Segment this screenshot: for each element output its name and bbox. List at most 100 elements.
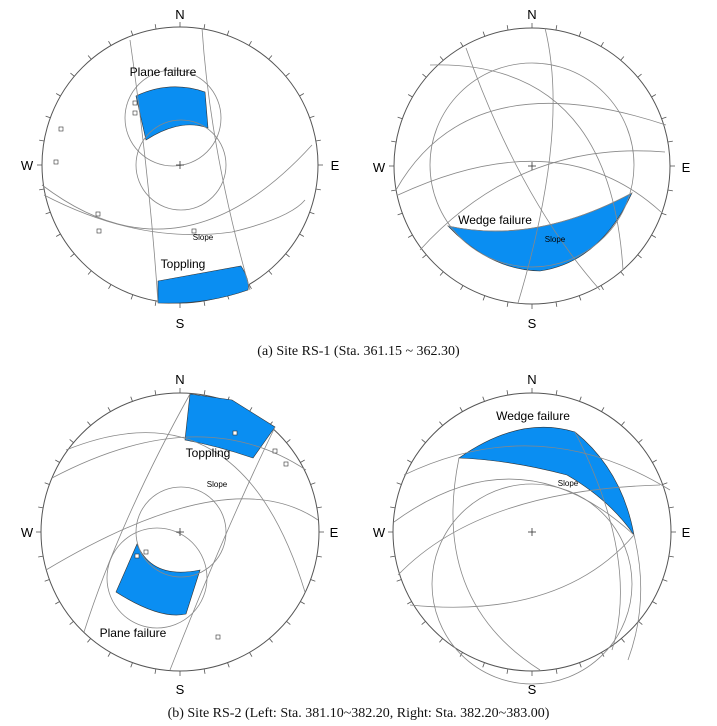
tick-mark <box>130 30 134 36</box>
tick-mark <box>69 439 74 443</box>
tick-mark <box>285 253 290 258</box>
tick-mark <box>248 284 252 290</box>
pole-markers <box>53 100 197 234</box>
great-circle <box>403 445 671 491</box>
wedge-failure-zone <box>458 426 635 536</box>
tick-mark <box>578 295 582 301</box>
tick-mark <box>637 254 642 259</box>
tick-mark <box>439 421 443 426</box>
tick-mark <box>44 482 50 485</box>
daylight-envelope <box>124 69 222 167</box>
compass-e: E <box>331 158 340 173</box>
tick-mark <box>154 300 157 306</box>
tick-mark <box>310 482 316 485</box>
tick-mark <box>203 24 206 30</box>
great-circles <box>395 27 667 304</box>
great-circle <box>51 436 307 479</box>
center-cross <box>176 161 184 169</box>
tick-mark <box>555 25 558 31</box>
tick-mark <box>108 284 112 290</box>
tick-mark <box>286 621 291 625</box>
center-cross <box>528 162 536 170</box>
slope-label: Slope <box>193 233 214 242</box>
wedge-failure-label: Wedge failure <box>496 409 570 423</box>
great-circle <box>452 457 541 671</box>
compass-w: W <box>21 158 34 173</box>
tick-mark <box>55 459 60 463</box>
tick-mark <box>248 40 252 46</box>
toppling-zone <box>157 265 249 304</box>
tick-mark <box>316 555 322 558</box>
tick-mark <box>482 662 485 668</box>
friction-circle <box>135 486 227 578</box>
tick-mark <box>300 459 305 463</box>
tick-mark <box>299 233 305 237</box>
tick-mark <box>87 270 92 275</box>
tick-mark <box>407 601 412 605</box>
tick-mark <box>555 390 558 396</box>
caption-a: (a) Site RS-1 (Sta. 361.15 ~ 362.30) <box>257 344 460 359</box>
great-circle <box>627 534 642 661</box>
slope-great-circle <box>393 478 635 536</box>
tick-mark <box>396 482 402 485</box>
tick-mark <box>668 506 674 509</box>
great-circle <box>45 498 319 571</box>
wedge-failure-label: Wedge failure <box>458 213 532 227</box>
tick-mark <box>203 390 206 396</box>
great-circle <box>465 47 601 291</box>
tick-mark <box>315 139 321 142</box>
great-circle <box>65 432 306 593</box>
tick-mark <box>661 212 667 216</box>
stereonet-b-right: N S E W Wedge failure Slope <box>373 372 691 697</box>
slope-label: Slope <box>207 480 228 489</box>
compass-w: W <box>373 160 386 175</box>
tick-mark <box>638 621 643 625</box>
compass-s: S <box>176 316 185 331</box>
tick-mark <box>439 638 443 643</box>
compass-n: N <box>527 372 536 387</box>
tick-mark <box>662 579 668 582</box>
plane-failure-label: Plane failure <box>100 626 167 640</box>
tick-mark <box>482 31 486 37</box>
wedge-failure-zone <box>447 192 633 272</box>
caption-b: (b) Site RS-2 (Left: Sta. 381.10~382.20,… <box>167 706 550 721</box>
tick-mark <box>667 189 673 192</box>
compass-s: S <box>176 682 185 697</box>
tick-mark <box>268 55 273 60</box>
friction-circle <box>429 62 635 268</box>
tick-mark <box>620 271 625 276</box>
tick-mark <box>396 579 402 582</box>
great-circle <box>169 426 276 671</box>
tick-mark <box>407 459 412 463</box>
tick-mark <box>39 188 45 191</box>
tick-mark <box>44 579 50 582</box>
toppling-zone <box>184 393 276 459</box>
compass-w: W <box>21 525 34 540</box>
tick-mark <box>285 72 290 77</box>
great-circle <box>129 39 159 304</box>
great-circle <box>397 160 662 213</box>
tick-mark <box>55 233 61 237</box>
tick-mark <box>661 116 667 120</box>
tick-mark <box>203 668 206 674</box>
great-circle <box>574 431 621 651</box>
compass-n: N <box>527 7 536 22</box>
tick-mark <box>651 94 657 98</box>
tick-mark <box>397 116 403 120</box>
tick-mark <box>70 72 75 77</box>
tick-mark <box>506 668 509 674</box>
tick-mark <box>130 396 133 402</box>
plane-failure-zone <box>115 543 201 616</box>
tick-mark <box>651 234 657 238</box>
slope-label: Slope <box>545 235 566 244</box>
tick-mark <box>87 638 91 643</box>
compass-e: E <box>330 525 339 540</box>
tick-mark <box>108 40 112 46</box>
tick-mark <box>309 211 315 215</box>
tick-mark <box>227 662 230 668</box>
great-circle <box>397 484 661 576</box>
tick-mark <box>268 270 273 275</box>
tick-mark <box>555 301 558 307</box>
pole-markers <box>134 430 289 640</box>
tick-mark <box>70 253 75 258</box>
